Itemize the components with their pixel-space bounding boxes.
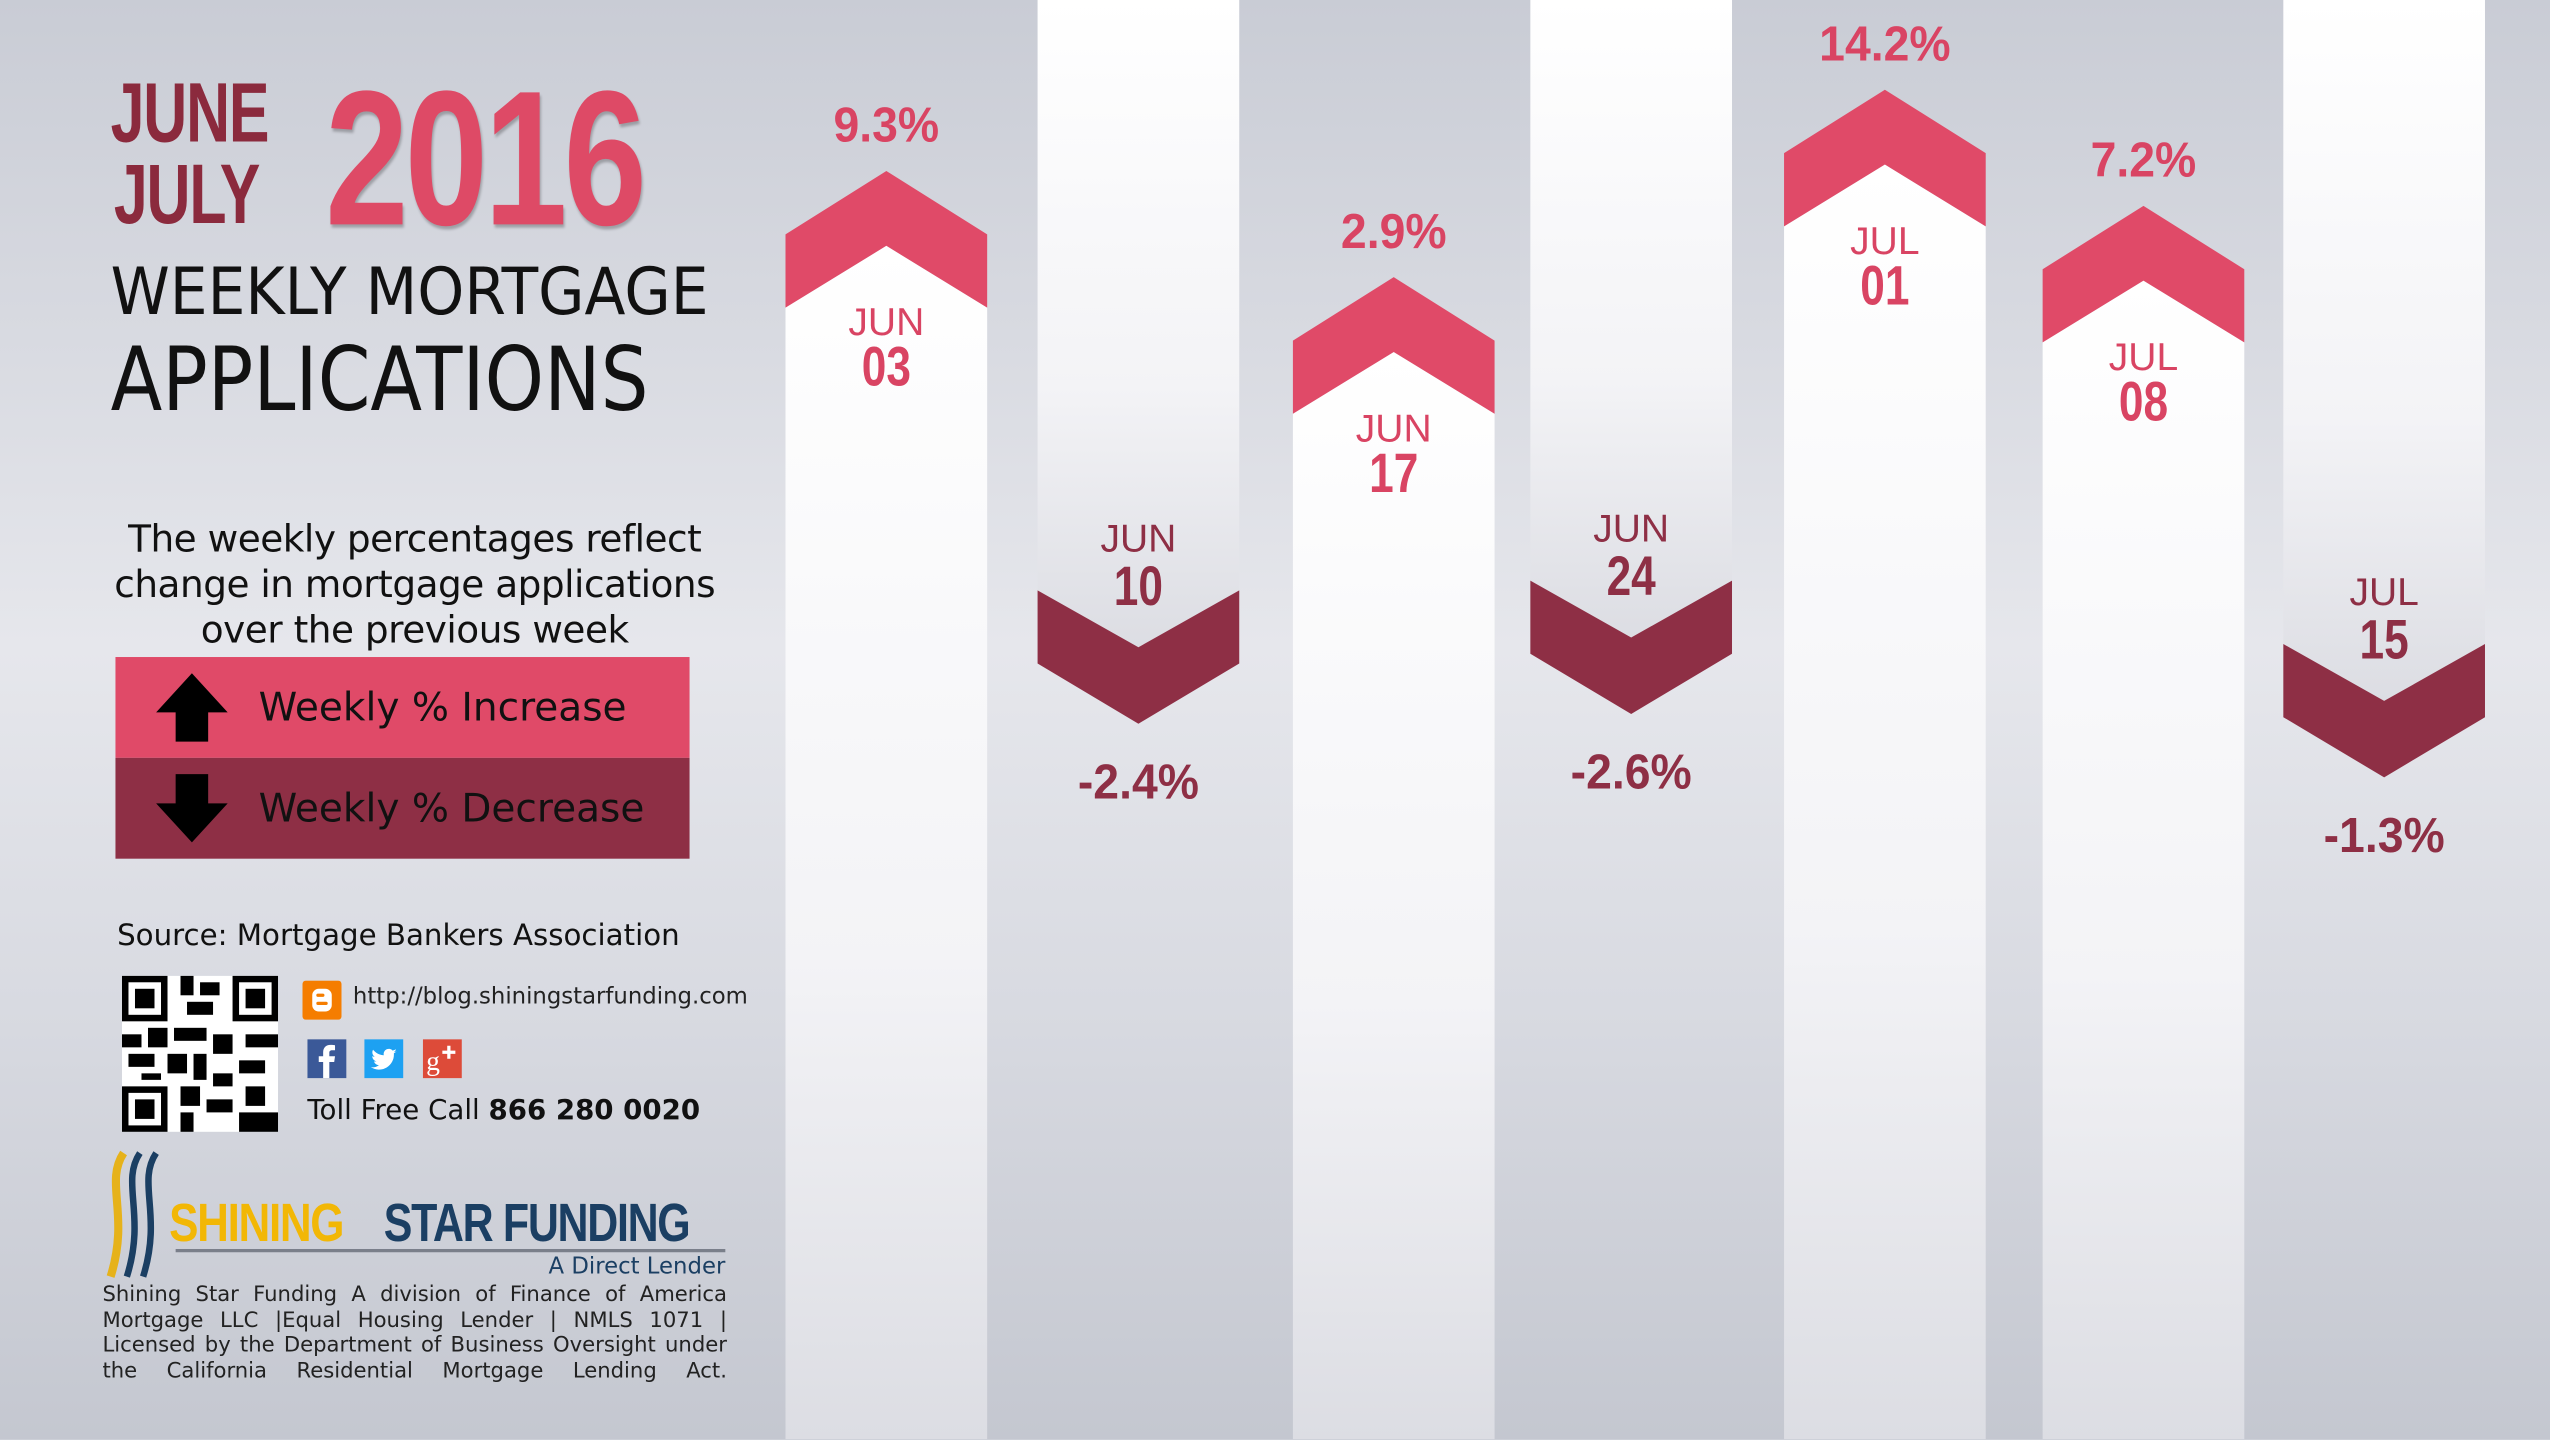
value-label-4: 14.2% bbox=[1819, 17, 1950, 71]
chevron-up-5 bbox=[2042, 205, 2245, 343]
logo-swoosh-icon bbox=[106, 1150, 159, 1278]
title-month-july: JULY bbox=[113, 147, 261, 243]
bar-2 bbox=[1292, 351, 1495, 1440]
phone-line: Toll Free Call 866 280 0020 bbox=[307, 1094, 701, 1128]
footer-disclaimer: Shining Star Funding A division of Finan… bbox=[102, 1283, 727, 1384]
month-label-6: JUL bbox=[2349, 571, 2418, 614]
day-label-3: 24 bbox=[1607, 546, 1656, 608]
legend-decrease: Weekly % Decrease bbox=[115, 757, 690, 859]
qr-code-icon[interactable] bbox=[121, 975, 279, 1132]
description: The weekly percentages reflect change in… bbox=[114, 518, 716, 653]
logo: SHINING bbox=[169, 1192, 344, 1253]
month-label-5: JUL bbox=[2109, 336, 2178, 379]
day-label-0: 03 bbox=[862, 336, 911, 398]
day-label-1: 10 bbox=[1114, 555, 1163, 617]
bar-0 bbox=[785, 245, 988, 1440]
blogger-icon[interactable] bbox=[302, 980, 342, 1020]
value-label-5: 7.2% bbox=[2091, 133, 2197, 187]
phone-number[interactable]: 866 280 0020 bbox=[488, 1094, 701, 1128]
chevron-down-3 bbox=[1530, 580, 1733, 714]
month-label-1: JUN bbox=[1100, 517, 1176, 560]
bar-4 bbox=[1784, 164, 1986, 1440]
arrow-up-icon bbox=[156, 673, 228, 742]
value-label-2: 2.9% bbox=[1341, 205, 1447, 259]
twitter-icon[interactable] bbox=[364, 1039, 404, 1079]
title-line2: APPLICATIONS bbox=[110, 328, 649, 431]
arrow-down-icon bbox=[156, 774, 228, 843]
value-label-0: 9.3% bbox=[834, 99, 940, 153]
month-label-3: JUN bbox=[1593, 508, 1669, 551]
chevron-down-6 bbox=[2283, 644, 2485, 778]
logo-word2: STAR FUNDING bbox=[383, 1192, 691, 1253]
month-label-0: JUN bbox=[848, 301, 924, 344]
title-year: 2016 bbox=[325, 52, 647, 267]
chevron-up-4 bbox=[1784, 89, 1986, 227]
day-label-4: 01 bbox=[1860, 255, 1909, 317]
google-plus-icon[interactable]: g bbox=[422, 1039, 462, 1079]
month-label-4: JUL bbox=[1850, 220, 1919, 263]
day-label-5: 08 bbox=[2119, 371, 2168, 433]
blog-link[interactable]: http://blog.shiningstarfunding.com bbox=[352, 983, 748, 1010]
legend-increase: Weekly % Increase bbox=[115, 657, 690, 758]
value-label-1: -2.4% bbox=[1078, 755, 1199, 809]
logo-tagline: A Direct Lender bbox=[548, 1253, 726, 1280]
bar-3 bbox=[1530, 0, 1733, 638]
chevron-up-0 bbox=[785, 170, 988, 308]
title-month-june: JUNE bbox=[110, 66, 270, 162]
month-label-2: JUN bbox=[1356, 407, 1432, 450]
day-label-2: 17 bbox=[1369, 442, 1418, 504]
chevron-down-1 bbox=[1037, 590, 1240, 724]
bar-1 bbox=[1037, 0, 1240, 648]
facebook-icon[interactable] bbox=[307, 1039, 347, 1079]
source: Source: Mortgage Bankers Association bbox=[117, 918, 680, 954]
svg-text:g: g bbox=[426, 1045, 440, 1076]
value-label-3: -2.6% bbox=[1571, 746, 1692, 800]
bar-5 bbox=[2042, 280, 2245, 1440]
logo-divider bbox=[175, 1248, 726, 1253]
title-line1: WEEKLY MORTGAGE bbox=[110, 255, 709, 331]
chevron-up-2 bbox=[1292, 277, 1495, 414]
bar-6 bbox=[2283, 0, 2485, 701]
day-label-6: 15 bbox=[2360, 609, 2409, 671]
value-label-6: -1.3% bbox=[2324, 809, 2445, 863]
